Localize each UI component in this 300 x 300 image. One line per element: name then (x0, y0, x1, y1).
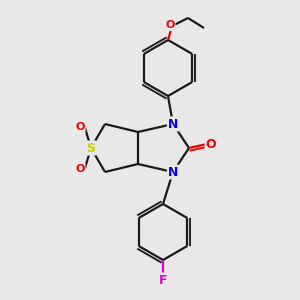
Text: S: S (86, 142, 95, 154)
Text: N: N (168, 118, 178, 130)
Text: F: F (159, 274, 167, 286)
Text: O: O (75, 164, 85, 174)
Text: O: O (165, 20, 175, 30)
Text: O: O (206, 137, 216, 151)
Text: N: N (168, 166, 178, 178)
Text: O: O (75, 122, 85, 132)
